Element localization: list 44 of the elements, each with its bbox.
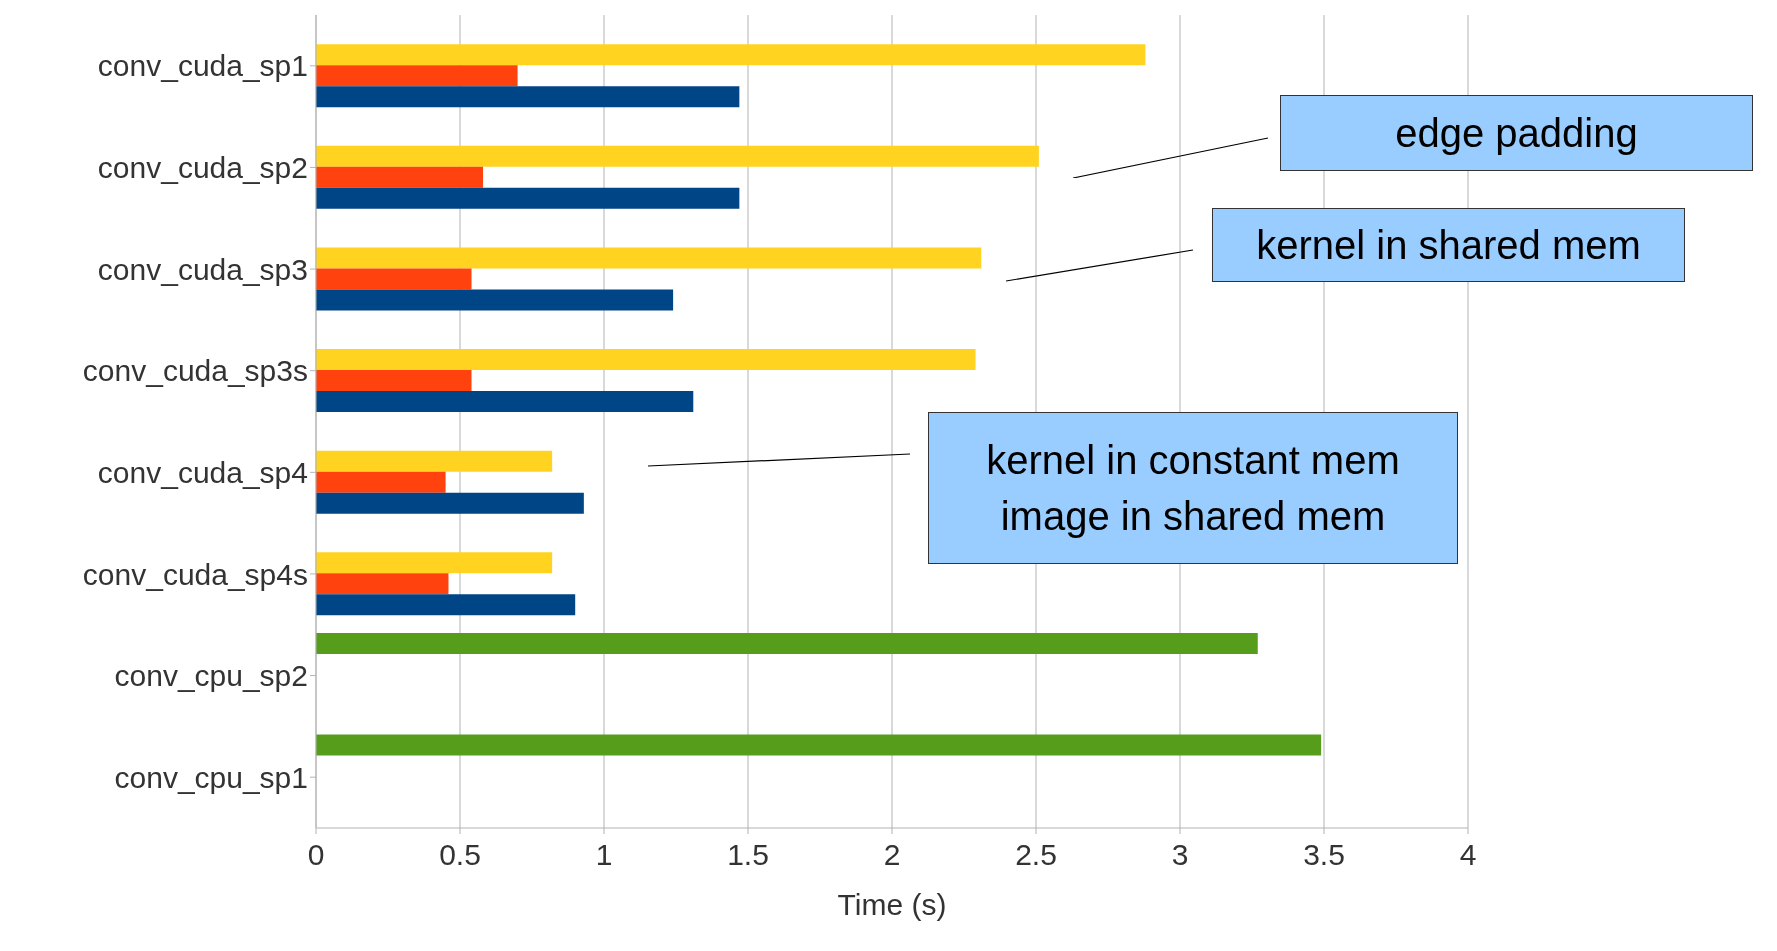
bar <box>316 247 982 269</box>
bar <box>316 289 674 311</box>
annotation: edge padding <box>1395 110 1638 157</box>
y-tick-label: conv_cuda_sp3 <box>97 252 308 286</box>
x-tick-label: 2.5 <box>1015 838 1057 872</box>
y-tick-label: conv_cuda_sp4 <box>97 455 308 489</box>
callout: edge padding <box>1073 95 1753 178</box>
x-tick-label: 0.5 <box>439 838 481 872</box>
x-tick-label: 4 <box>1459 838 1477 872</box>
y-tick-label: conv_cpu_sp2 <box>114 659 308 693</box>
x-tick-label: 2 <box>883 838 901 872</box>
bar <box>316 370 472 392</box>
y-tick-label: conv_cuda_sp4s <box>82 557 308 591</box>
bar <box>316 391 694 413</box>
y-tick-label: conv_cpu_sp1 <box>114 760 308 794</box>
bar <box>316 86 740 108</box>
bar <box>316 734 1322 756</box>
bar <box>316 492 584 514</box>
callout: kernel in shared mem <box>1006 208 1685 282</box>
bar <box>316 65 518 87</box>
annotation: kernel in constant mem image in shared mem <box>986 437 1400 540</box>
bar <box>316 166 484 188</box>
bar <box>316 450 553 472</box>
x-tick-label: 1.5 <box>727 838 769 872</box>
bar <box>316 145 1039 167</box>
y-tick-label: conv_cuda_sp1 <box>97 49 308 83</box>
callout: kernel in constant mem image in shared mem <box>648 412 1458 564</box>
annotation: kernel in shared mem <box>1256 222 1641 269</box>
x-tick-label: 3 <box>1171 838 1189 872</box>
x-axis-title: Time (s) <box>836 888 948 922</box>
y-tick-label: conv_cuda_sp3s <box>82 354 308 388</box>
bar <box>316 44 1146 66</box>
x-tick-label: 3.5 <box>1303 838 1345 872</box>
x-tick-label: 0 <box>307 838 325 872</box>
y-tick-label: conv_cuda_sp2 <box>97 151 308 185</box>
bar <box>316 552 553 574</box>
bar <box>316 594 576 616</box>
bar <box>316 187 740 209</box>
bar <box>316 268 472 290</box>
bar <box>316 349 976 371</box>
bar <box>316 573 449 595</box>
x-tick-label: 1 <box>595 838 613 872</box>
bar <box>316 471 446 493</box>
bar <box>316 632 1258 654</box>
